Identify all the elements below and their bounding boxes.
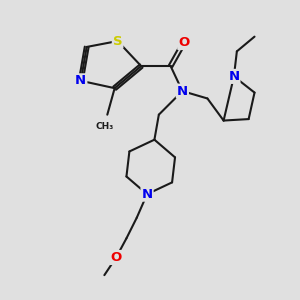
Text: N: N — [228, 70, 239, 83]
Text: S: S — [113, 34, 122, 48]
Text: N: N — [142, 188, 153, 201]
Text: N: N — [177, 85, 188, 98]
Text: CH₃: CH₃ — [95, 122, 113, 131]
Text: O: O — [178, 36, 190, 49]
Text: O: O — [110, 251, 122, 264]
Text: N: N — [75, 74, 86, 87]
